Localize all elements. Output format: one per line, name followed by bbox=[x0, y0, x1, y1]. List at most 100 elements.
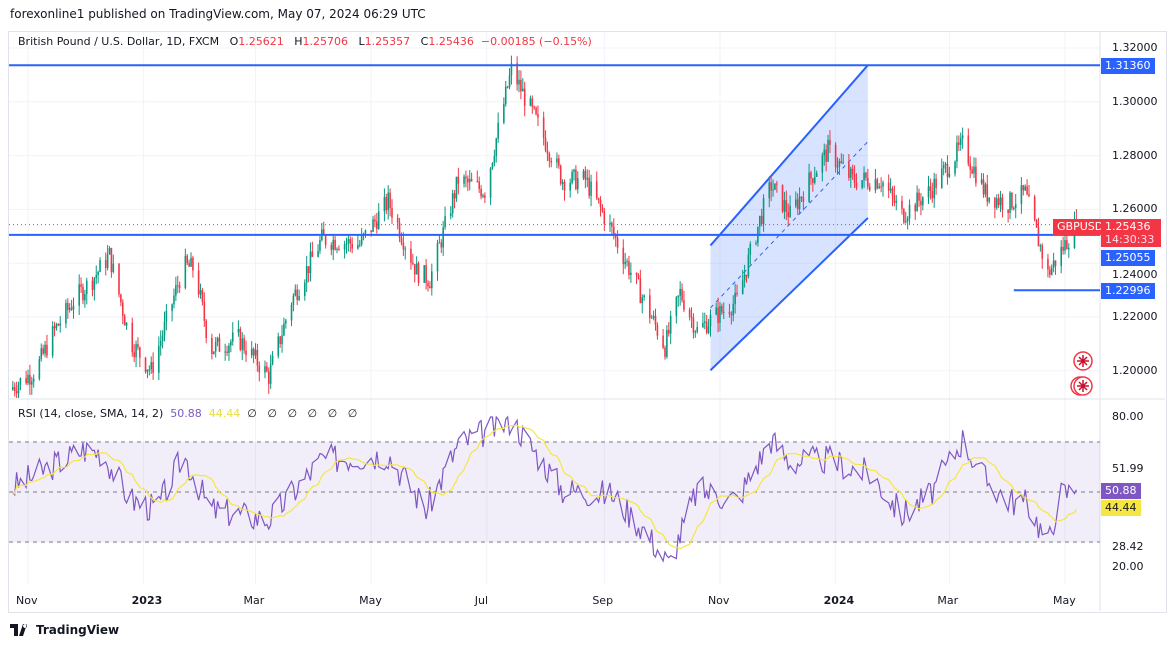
rsi-tick-label: 20.00 bbox=[1112, 560, 1144, 573]
candle-body bbox=[465, 176, 467, 179]
candle-body bbox=[550, 160, 553, 163]
candle-body bbox=[973, 166, 975, 174]
uk-flag-cross-icon bbox=[1077, 355, 1089, 367]
candle-body bbox=[529, 98, 532, 106]
publish-info: forexonline1 published on TradingView.co… bbox=[10, 7, 426, 21]
candle-body bbox=[861, 180, 863, 188]
candle-body bbox=[110, 248, 113, 272]
candle-body bbox=[558, 158, 560, 166]
candle-body bbox=[624, 261, 626, 265]
candle-body bbox=[1022, 185, 1025, 191]
candle-body bbox=[719, 306, 721, 323]
level-tag-mid: 1.25055 bbox=[1101, 250, 1155, 266]
candle-body bbox=[184, 255, 187, 288]
candle-body bbox=[1026, 186, 1028, 195]
candle-body bbox=[57, 324, 60, 326]
candle-body bbox=[707, 326, 710, 333]
candle-body bbox=[334, 239, 336, 250]
candle-body bbox=[783, 200, 786, 212]
candle-body bbox=[106, 254, 109, 268]
candle-body bbox=[613, 226, 615, 235]
candle-body bbox=[865, 172, 867, 178]
symbol-price-tag: GBPUSD bbox=[1053, 219, 1108, 235]
candle-body bbox=[639, 278, 642, 304]
candle-body bbox=[954, 161, 956, 174]
candle-body bbox=[1011, 192, 1013, 209]
candle-body bbox=[813, 176, 816, 183]
candle-body bbox=[838, 161, 841, 167]
candle-body bbox=[745, 274, 748, 277]
candle-body bbox=[853, 174, 856, 183]
time-tick-label: Jul bbox=[474, 594, 489, 607]
candle-body bbox=[849, 168, 852, 178]
time-tick-label: Nov bbox=[707, 594, 730, 607]
candle-body bbox=[121, 302, 124, 316]
candle-body bbox=[165, 310, 168, 322]
candle-body bbox=[556, 158, 558, 163]
empty-value-icon: ∅ bbox=[327, 407, 338, 420]
candle-body bbox=[357, 244, 359, 249]
candle-body bbox=[211, 338, 213, 354]
candle-body bbox=[376, 221, 378, 229]
candle-body bbox=[808, 172, 810, 202]
candle-body bbox=[575, 169, 577, 190]
candle-body bbox=[148, 369, 151, 371]
close-label: C bbox=[420, 35, 429, 48]
candle-body bbox=[349, 239, 352, 244]
candle-body bbox=[903, 209, 905, 223]
candle-body bbox=[413, 264, 416, 275]
candle-body bbox=[891, 188, 894, 196]
candle-body bbox=[482, 195, 484, 197]
candle-body bbox=[1020, 185, 1023, 205]
candle-body bbox=[559, 165, 562, 184]
candle-body bbox=[929, 186, 932, 192]
candle-body bbox=[429, 286, 431, 289]
candle-body bbox=[649, 295, 651, 318]
candle-body bbox=[776, 183, 778, 185]
candle-body bbox=[319, 240, 321, 251]
rsi-title[interactable]: RSI (14, close, SMA, 14, 2) bbox=[18, 407, 164, 420]
candle-body bbox=[802, 197, 805, 202]
channel-lower-line bbox=[709, 217, 869, 371]
candle-body bbox=[309, 251, 312, 274]
candle-body bbox=[324, 235, 327, 246]
candle-body bbox=[836, 166, 839, 168]
candle-body bbox=[586, 177, 589, 180]
candle-body bbox=[163, 321, 166, 336]
candle-body bbox=[827, 139, 829, 162]
candle-body bbox=[516, 63, 518, 85]
candle-body bbox=[347, 239, 350, 244]
tradingview-logo[interactable]: TradingView bbox=[10, 623, 119, 637]
candle-body bbox=[279, 336, 281, 345]
candle-body bbox=[175, 285, 177, 296]
candle-body bbox=[17, 384, 20, 394]
candle-body bbox=[796, 199, 799, 209]
candle-body bbox=[1064, 240, 1066, 251]
candle-body bbox=[46, 344, 48, 356]
candle-body bbox=[944, 163, 947, 166]
candle-body bbox=[882, 182, 884, 187]
candle-body bbox=[383, 197, 386, 212]
symbol-title[interactable]: British Pound / U.S. Dollar, 1D, FXCM bbox=[18, 35, 220, 48]
candle-body bbox=[457, 176, 460, 184]
high-value: 1.25706 bbox=[302, 35, 349, 48]
rsi-legend: RSI (14, close, SMA, 14, 2) 50.88 44.44 … bbox=[18, 407, 357, 420]
candle-body bbox=[254, 349, 257, 356]
candle-body bbox=[277, 336, 280, 356]
candle-body bbox=[243, 338, 245, 351]
candle-body bbox=[933, 178, 935, 199]
candle-body bbox=[997, 198, 1000, 206]
candle-body bbox=[967, 135, 970, 164]
candle-body bbox=[42, 348, 44, 354]
candle-body bbox=[573, 169, 575, 172]
candle-body bbox=[571, 171, 573, 183]
rsi-sma-line bbox=[12, 424, 1077, 550]
candle-body bbox=[916, 192, 918, 212]
candle-body bbox=[93, 277, 96, 290]
candle-body bbox=[285, 320, 287, 324]
candle-body bbox=[12, 387, 14, 390]
candle-body bbox=[99, 260, 101, 272]
candle-body bbox=[296, 289, 299, 301]
candle-body bbox=[599, 199, 602, 208]
